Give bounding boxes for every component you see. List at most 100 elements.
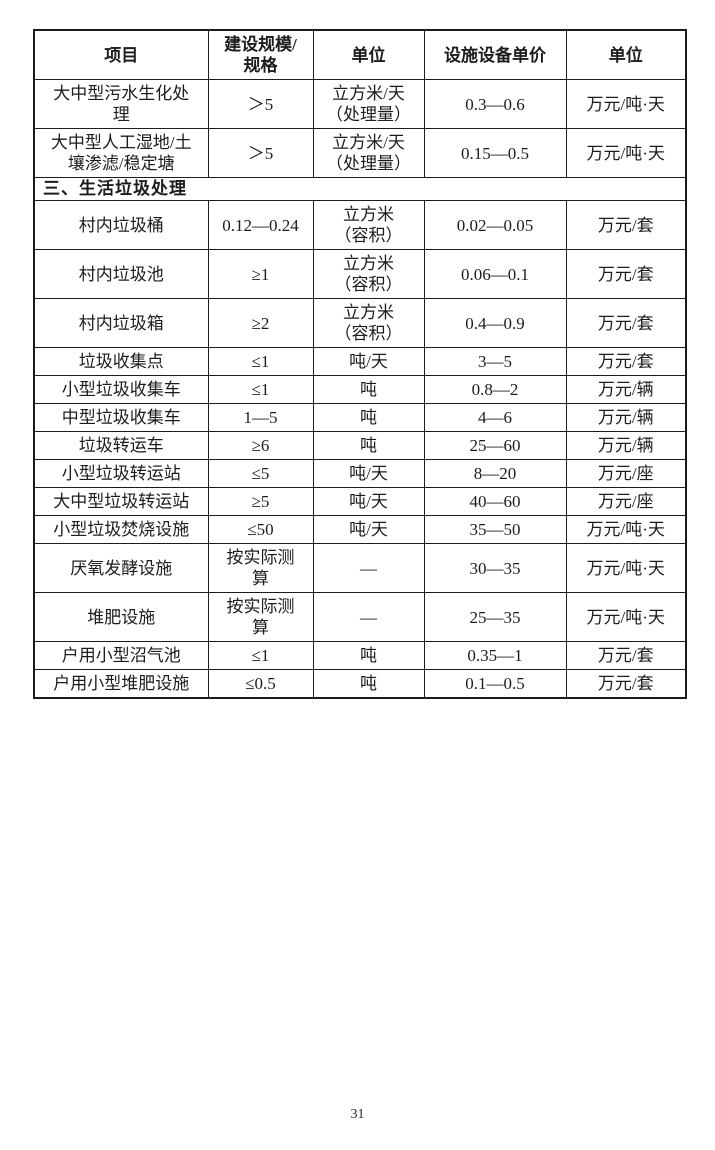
cell-price-unit: 万元/套 (565, 669, 687, 699)
cell-scale-spec: ≤1 (207, 641, 314, 670)
cell-unit-price: 0.15—0.5 (423, 128, 567, 178)
cell-project: 大中型人工湿地/土 壤渗滤/稳定塘 (33, 128, 209, 178)
cell-price-unit: 万元/吨·天 (565, 515, 687, 544)
cell-price-unit: 万元/座 (565, 459, 687, 488)
cell-scale-unit: 立方米 （容积） (312, 200, 425, 250)
cell-unit-price: 40—60 (423, 487, 567, 516)
table-row: 小型垃圾收集车 ≤1 吨 0.8—2 万元/辆 (33, 375, 687, 404)
cell-unit-price: 25—60 (423, 431, 567, 460)
table-header: 项目 建设规模/ 规格 单位 设施设备单价 单位 (33, 29, 687, 80)
cell-unit-price: 0.02—0.05 (423, 200, 567, 250)
cell-scale-unit: 吨 (312, 403, 425, 432)
cell-project: 堆肥设施 (33, 592, 209, 642)
cell-unit-price: 0.06—0.1 (423, 249, 567, 299)
cell-price-unit: 万元/辆 (565, 375, 687, 404)
cell-unit-price: 3—5 (423, 347, 567, 376)
cell-scale-spec: ≤1 (207, 375, 314, 404)
header-scale-unit: 单位 (312, 29, 425, 80)
cell-project: 大中型污水生化处 理 (33, 79, 209, 129)
cell-scale-spec: ≤0.5 (207, 669, 314, 699)
cell-scale-unit: — (312, 543, 425, 593)
table-body: 大中型污水生化处 理＞5 立方米/天 （处理量） 0.3—0.6 万元/吨·天 大中型人… (33, 79, 687, 699)
cell-price-unit: 万元/吨·天 (565, 543, 687, 593)
table-row: 村内垃圾桶 0.12—0.24 立方米 （容积） 0.02—0.05 万元/套 (33, 200, 687, 250)
cell-project: 小型垃圾转运站 (33, 459, 209, 488)
cell-unit-price: 25—35 (423, 592, 567, 642)
header-scale-spec: 建设规模/ 规格 (207, 29, 314, 80)
table-row: 村内垃圾箱 ≥2 立方米 （容积） 0.4—0.9 万元/套 (33, 298, 687, 348)
cell-price-unit: 万元/吨·天 (565, 128, 687, 178)
cell-project: 村内垃圾箱 (33, 298, 209, 348)
cell-unit-price: 0.35—1 (423, 641, 567, 670)
cell-price-unit: 万元/套 (565, 200, 687, 250)
cell-scale-unit: 吨 (312, 669, 425, 699)
cell-scale-unit: 吨/天 (312, 487, 425, 516)
table-row: 厌氧发酵设施 按实际测 算 —30—35 万元/吨·天 (33, 543, 687, 593)
table-row: 户用小型沼气池 ≤1 吨 0.35—1 万元/套 (33, 641, 687, 670)
cell-scale-spec: ＞5 (207, 79, 314, 129)
cell-project: 村内垃圾池 (33, 249, 209, 299)
cell-project: 垃圾收集点 (33, 347, 209, 376)
cell-price-unit: 万元/辆 (565, 431, 687, 460)
cell-price-unit: 万元/吨·天 (565, 79, 687, 129)
cell-price-unit: 万元/套 (565, 249, 687, 299)
table-row: 垃圾收集点 ≤1 吨/天 3—5 万元/套 (33, 347, 687, 376)
cell-price-unit: 万元/吨·天 (565, 592, 687, 642)
cell-unit-price: 30—35 (423, 543, 567, 593)
section-row: 三、生活垃圾处理 (33, 177, 687, 201)
cell-scale-unit: 吨/天 (312, 347, 425, 376)
cell-scale-spec: ＞5 (207, 128, 314, 178)
cell-scale-spec: ≥5 (207, 487, 314, 516)
cell-price-unit: 万元/套 (565, 347, 687, 376)
cell-price-unit: 万元/套 (565, 641, 687, 670)
cell-project: 户用小型堆肥设施 (33, 669, 209, 699)
cell-price-unit: 万元/座 (565, 487, 687, 516)
cell-project: 小型垃圾收集车 (33, 375, 209, 404)
cell-project: 厌氧发酵设施 (33, 543, 209, 593)
cell-scale-unit: 吨 (312, 641, 425, 670)
cell-price-unit: 万元/套 (565, 298, 687, 348)
cell-unit-price: 8—20 (423, 459, 567, 488)
cell-scale-unit: 立方米/天 （处理量） (312, 79, 425, 129)
header-project: 项目 (33, 29, 209, 80)
table-row: 村内垃圾池 ≥1 立方米 （容积） 0.06—0.1 万元/套 (33, 249, 687, 299)
cell-scale-unit: 吨/天 (312, 515, 425, 544)
cell-scale-spec: ≥1 (207, 249, 314, 299)
table-row: 大中型垃圾转运站 ≥5 吨/天 40—60 万元/座 (33, 487, 687, 516)
table-row: 小型垃圾转运站 ≤5 吨/天 8—20 万元/座 (33, 459, 687, 488)
header-row: 项目 建设规模/ 规格 单位 设施设备单价 单位 (33, 29, 687, 80)
cell-unit-price: 0.1—0.5 (423, 669, 567, 699)
cell-scale-spec: 按实际测 算 (207, 592, 314, 642)
cell-project: 村内垃圾桶 (33, 200, 209, 250)
cell-scale-spec: 0.12—0.24 (207, 200, 314, 250)
cell-scale-spec: ≥6 (207, 431, 314, 460)
cell-unit-price: 0.3—0.6 (423, 79, 567, 129)
cell-unit-price: 35—50 (423, 515, 567, 544)
cell-project: 小型垃圾焚烧设施 (33, 515, 209, 544)
cell-scale-spec: ≤50 (207, 515, 314, 544)
page-number: 31 (350, 1107, 365, 1122)
cell-project: 户用小型沼气池 (33, 641, 209, 670)
table-row: 小型垃圾焚烧设施 ≤50 吨/天 35—50 万元/吨·天 (33, 515, 687, 544)
cell-project: 垃圾转运车 (33, 431, 209, 460)
cell-scale-unit: 吨/天 (312, 459, 425, 488)
cell-scale-unit: 吨 (312, 375, 425, 404)
cell-unit-price: 0.8—2 (423, 375, 567, 404)
cell-project: 中型垃圾收集车 (33, 403, 209, 432)
cell-scale-spec: ≤1 (207, 347, 314, 376)
table-row: 堆肥设施 按实际测 算 —25—35 万元/吨·天 (33, 592, 687, 642)
cell-scale-spec: ≤5 (207, 459, 314, 488)
table-row: 中型垃圾收集车 1—5 吨 4—6 万元/辆 (33, 403, 687, 432)
cell-scale-spec: 按实际测 算 (207, 543, 314, 593)
header-price-unit: 单位 (565, 29, 687, 80)
cell-price-unit: 万元/辆 (565, 403, 687, 432)
table-row: 垃圾转运车 ≥6 吨 25—60 万元/辆 (33, 431, 687, 460)
cell-scale-unit: 立方米/天 （处理量） (312, 128, 425, 178)
cell-scale-spec: 1—5 (207, 403, 314, 432)
cell-project: 大中型垃圾转运站 (33, 487, 209, 516)
section-header: 三、生活垃圾处理 (33, 177, 687, 201)
cell-scale-spec: ≥2 (207, 298, 314, 348)
cell-scale-unit: 立方米 （容积） (312, 249, 425, 299)
header-unit-price: 设施设备单价 (423, 29, 567, 80)
